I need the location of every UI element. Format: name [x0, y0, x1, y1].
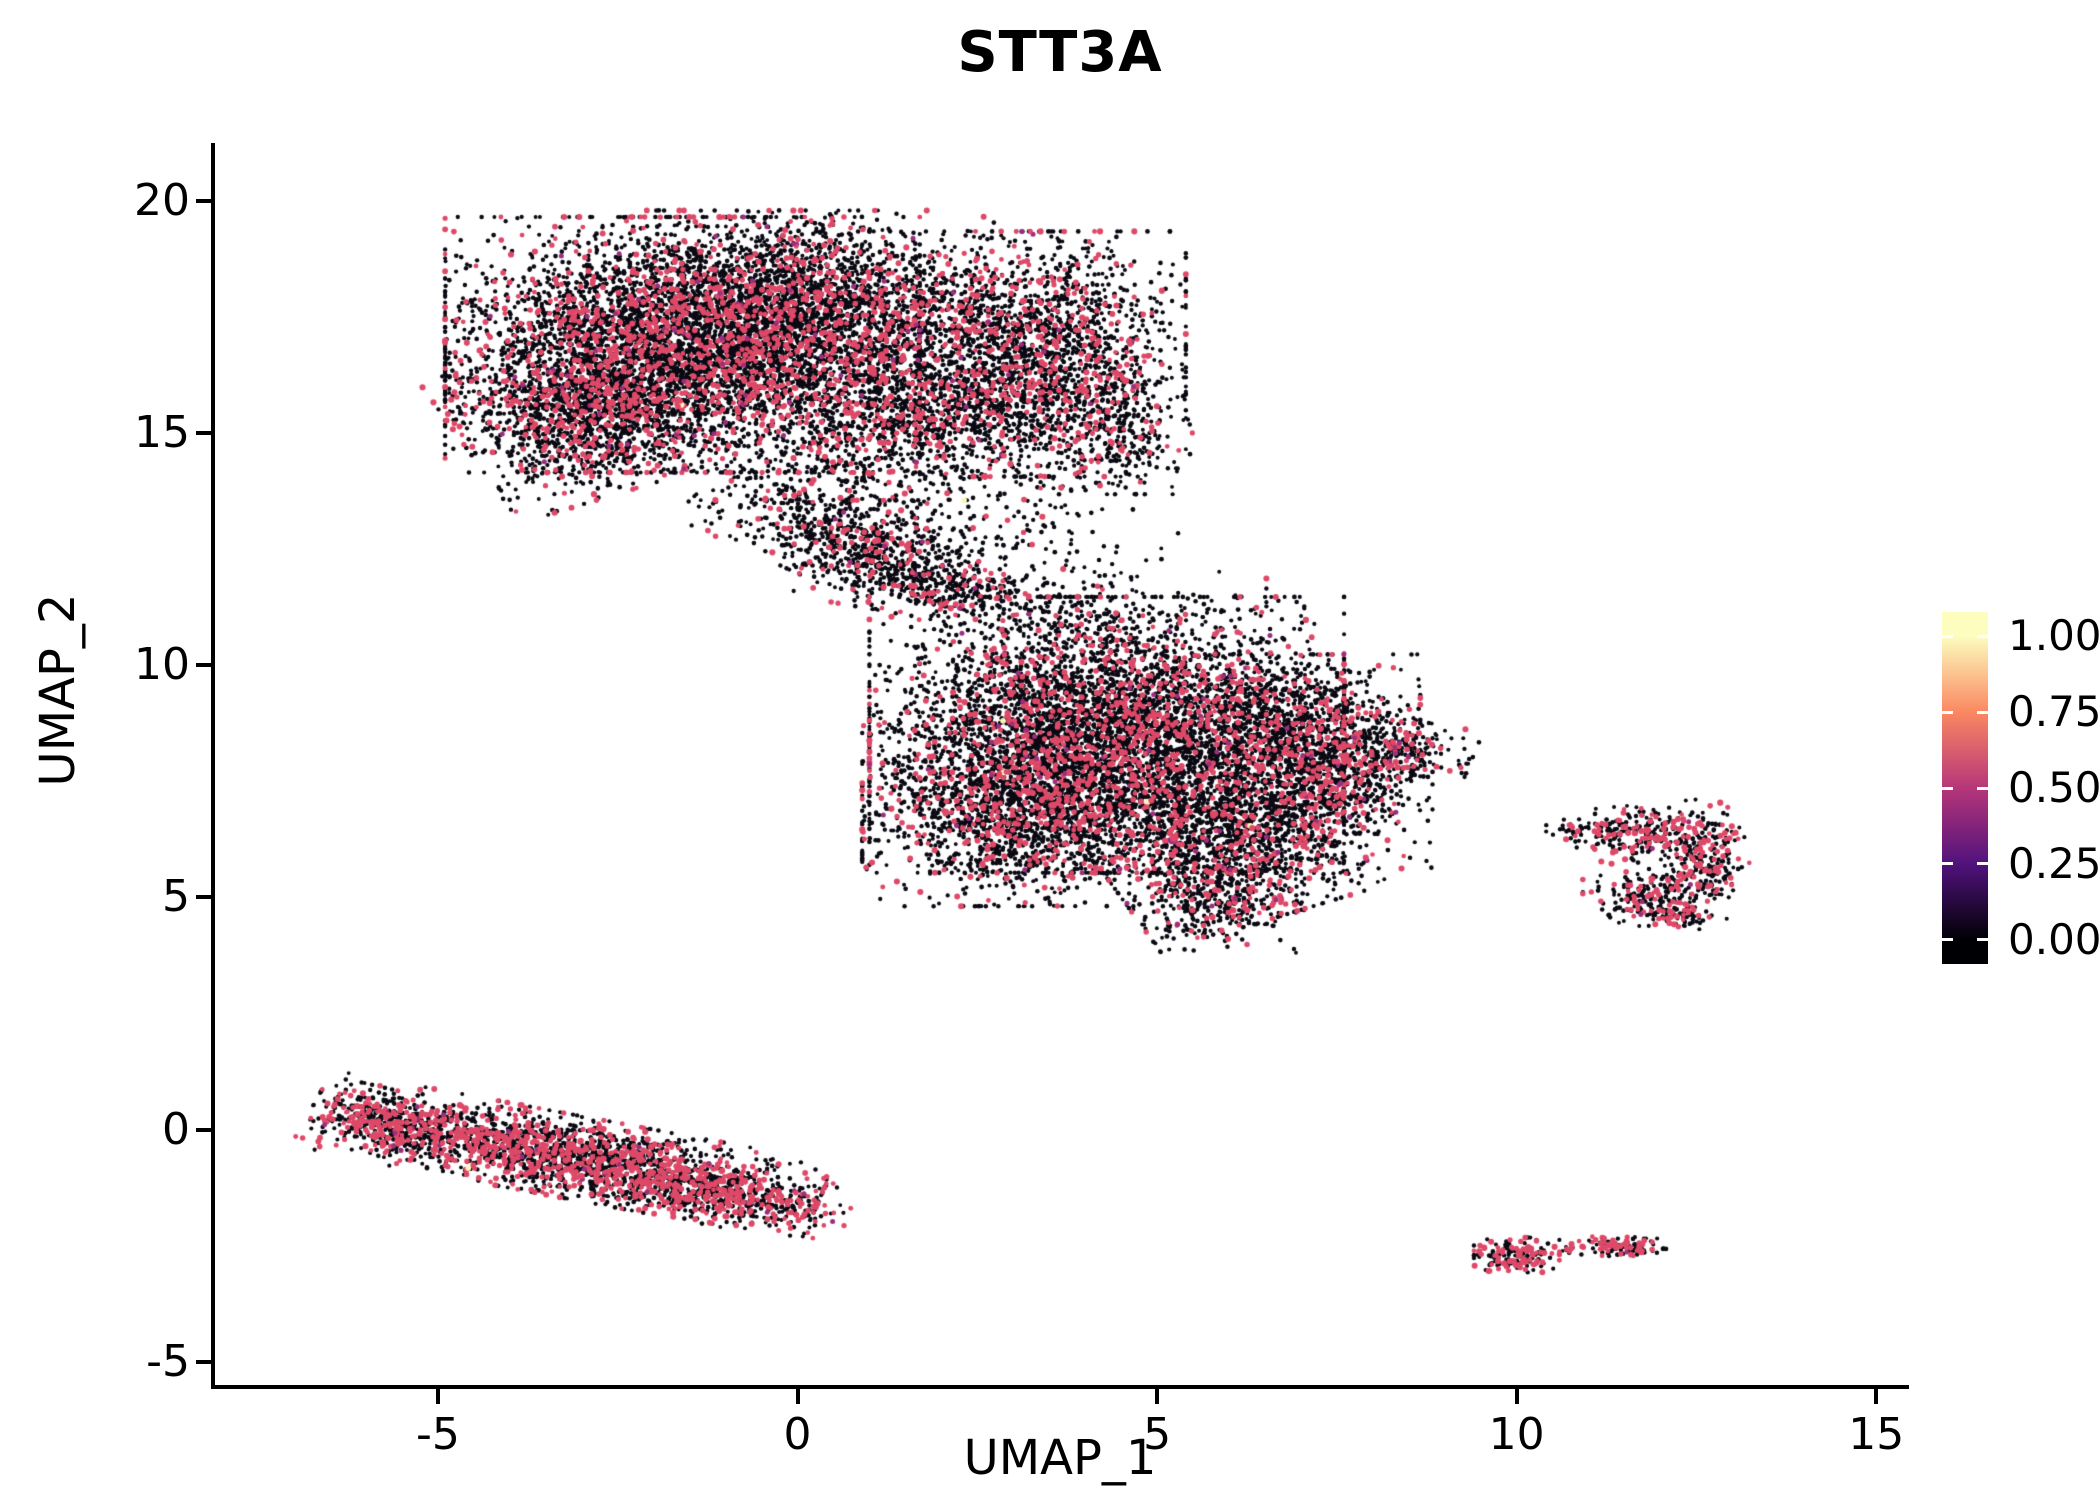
x-tick-mark: [795, 1389, 800, 1404]
x-tick-label: 15: [1848, 1409, 1905, 1460]
y-tick-mark: [196, 663, 211, 668]
colorbar-tick-label: 0.00: [2008, 914, 2100, 964]
y-axis-line: [211, 143, 215, 1389]
x-axis-label: UMAP_1: [963, 1430, 1157, 1486]
x-tick-mark: [1874, 1389, 1879, 1404]
plot-area: [215, 145, 1905, 1385]
y-tick-mark: [196, 1359, 211, 1364]
colorbar-tick-mark: [1942, 634, 1953, 638]
y-tick-mark: [196, 895, 211, 900]
x-tick-mark: [1155, 1389, 1160, 1404]
x-tick-label: 10: [1488, 1409, 1545, 1460]
colorbar-tick-mark: [1942, 938, 1953, 942]
x-tick-mark: [435, 1389, 440, 1404]
colorbar-tick-mark: [1977, 938, 1988, 942]
colorbar-tick-label: 1.00: [2008, 611, 2100, 661]
y-tick-label: 5: [162, 871, 190, 923]
colorbar-tick-label: 0.50: [2008, 763, 2100, 812]
y-tick-label: -5: [146, 1335, 190, 1387]
plot-title: STT3A: [957, 20, 1163, 85]
colorbar-tick-mark: [1942, 862, 1953, 866]
y-tick-label: 0: [162, 1103, 190, 1155]
colorbar-tick-mark: [1977, 634, 1988, 638]
colorbar-tick-label: 0.25: [2008, 838, 2100, 888]
colorbar-tick-mark: [1977, 862, 1988, 866]
y-tick-mark: [196, 198, 211, 203]
y-tick-mark: [196, 1127, 211, 1132]
y-tick-label: 10: [134, 639, 190, 691]
x-tick-label: 0: [783, 1409, 812, 1460]
x-tick-label: -5: [415, 1409, 460, 1460]
x-axis-line: [211, 1385, 1909, 1389]
y-tick-label: 20: [134, 174, 190, 226]
colorbar-legend: 1.00 0.75 0.50 0.25 0.00: [1942, 611, 2100, 972]
colorbar-tick-label: 0.75: [2008, 687, 2100, 737]
scatter-points-canvas: [215, 145, 1905, 1385]
y-tick-mark: [196, 430, 211, 435]
x-tick-mark: [1514, 1389, 1519, 1404]
colorbar-tick-mark: [1977, 710, 1988, 714]
x-tick-label: 5: [1143, 1409, 1172, 1460]
colorbar-tick-mark: [1977, 786, 1988, 790]
colorbar-tick-mark: [1942, 710, 1953, 714]
colorbar-tick-mark: [1942, 786, 1953, 790]
y-tick-label: 15: [134, 406, 190, 458]
